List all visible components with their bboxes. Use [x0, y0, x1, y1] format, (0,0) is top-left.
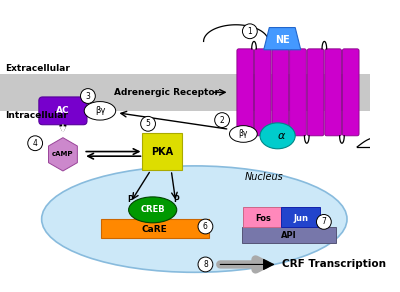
Text: AC: AC	[56, 106, 70, 115]
Text: 8: 8	[203, 260, 208, 269]
Circle shape	[316, 215, 331, 229]
Ellipse shape	[260, 123, 295, 149]
Text: CREB: CREB	[140, 205, 165, 214]
Ellipse shape	[129, 197, 177, 223]
Text: cAMP: cAMP	[52, 151, 74, 157]
Circle shape	[80, 89, 95, 103]
FancyBboxPatch shape	[325, 49, 342, 136]
Text: βγ: βγ	[239, 129, 248, 138]
Ellipse shape	[230, 126, 257, 142]
Text: NE: NE	[275, 34, 290, 45]
Ellipse shape	[84, 102, 116, 120]
Text: CRF Transcription: CRF Transcription	[282, 260, 386, 270]
Circle shape	[242, 24, 257, 39]
FancyBboxPatch shape	[307, 49, 324, 136]
Text: βγ: βγ	[95, 106, 105, 115]
Text: Intracellular: Intracellular	[5, 111, 68, 120]
Text: 5: 5	[146, 119, 150, 128]
FancyBboxPatch shape	[290, 49, 306, 136]
Text: API: API	[281, 231, 296, 240]
FancyBboxPatch shape	[101, 219, 209, 238]
Text: α: α	[278, 131, 285, 141]
Text: Fos: Fos	[255, 214, 271, 223]
FancyBboxPatch shape	[243, 207, 282, 227]
Text: P: P	[128, 195, 133, 204]
Text: 7: 7	[322, 217, 326, 226]
Ellipse shape	[42, 166, 347, 272]
Text: Extracellular: Extracellular	[5, 64, 70, 73]
Polygon shape	[264, 27, 301, 50]
FancyBboxPatch shape	[39, 97, 87, 125]
FancyBboxPatch shape	[242, 227, 336, 243]
Circle shape	[198, 219, 213, 234]
Text: P: P	[173, 195, 179, 204]
FancyBboxPatch shape	[281, 207, 320, 227]
Text: CaRE: CaRE	[142, 225, 168, 234]
Text: 6: 6	[203, 222, 208, 231]
FancyBboxPatch shape	[272, 49, 289, 136]
Circle shape	[28, 136, 42, 151]
Circle shape	[198, 257, 213, 272]
Text: Jun: Jun	[293, 214, 308, 223]
Text: PKA: PKA	[151, 147, 173, 157]
Circle shape	[141, 117, 156, 131]
FancyBboxPatch shape	[142, 133, 182, 170]
Bar	[0, 74, 370, 111]
Circle shape	[215, 113, 230, 128]
FancyBboxPatch shape	[342, 49, 359, 136]
Text: 2: 2	[220, 116, 224, 125]
FancyBboxPatch shape	[254, 49, 271, 136]
Text: 4: 4	[33, 139, 38, 148]
Text: Nucleus: Nucleus	[244, 173, 283, 182]
Text: 1: 1	[248, 27, 252, 36]
FancyBboxPatch shape	[237, 49, 254, 136]
Text: Adrenergic Receptor: Adrenergic Receptor	[114, 88, 219, 97]
Text: 3: 3	[86, 91, 90, 100]
